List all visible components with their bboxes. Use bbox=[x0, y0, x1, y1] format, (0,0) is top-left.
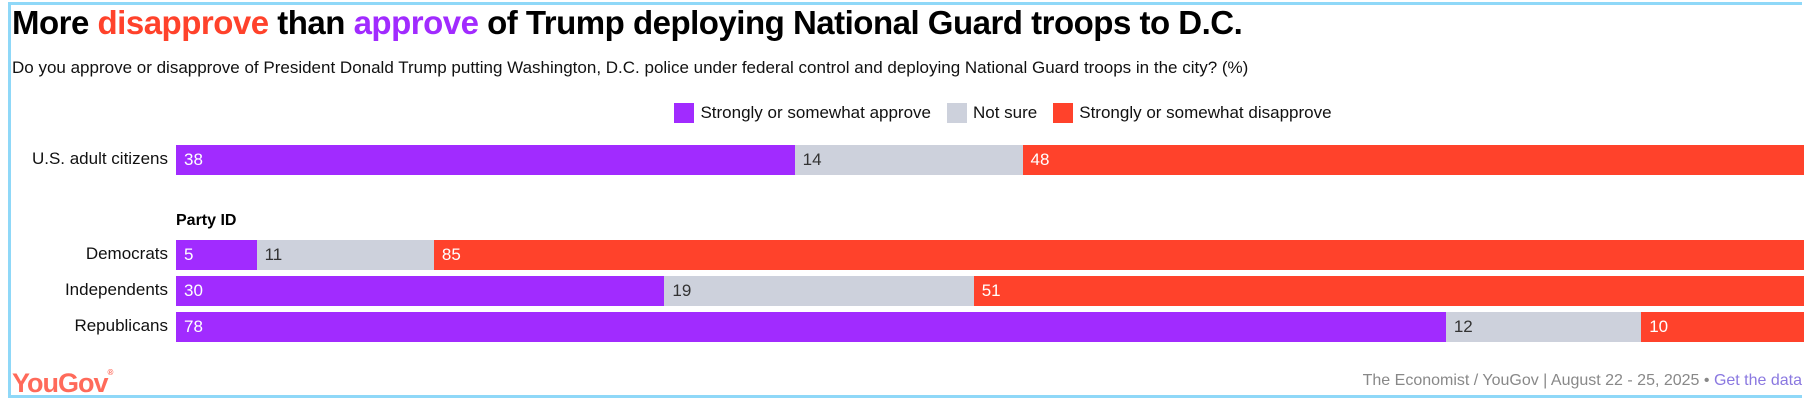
bar-row: 30 19 51 bbox=[176, 276, 1804, 306]
bar-segment-disapprove: 51 bbox=[973, 276, 1804, 306]
chart-frame bbox=[8, 2, 1802, 398]
data-label: 48 bbox=[1030, 150, 1050, 169]
bar-segment-disapprove: 85 bbox=[433, 240, 1804, 270]
legend-item-disapprove: Strongly or somewhat disapprove bbox=[1053, 103, 1332, 123]
data-label: 85 bbox=[441, 245, 461, 264]
bar-segment-approve: 5 bbox=[176, 240, 257, 270]
legend: Strongly or somewhat approve Not sure St… bbox=[0, 103, 1806, 123]
row-label-us-adults: U.S. adult citizens bbox=[31, 149, 168, 168]
bar-segment-not-sure: 11 bbox=[256, 240, 434, 270]
legend-item-approve: Strongly or somewhat approve bbox=[674, 103, 931, 123]
chart-subtitle: Do you approve or disapprove of Presiden… bbox=[12, 58, 1249, 77]
bar-segment-not-sure: 14 bbox=[794, 145, 1023, 175]
group-label-party-id: Party ID bbox=[176, 212, 237, 229]
get-the-data-link[interactable]: Get the data bbox=[1713, 372, 1802, 389]
row-label-democrats: Democrats bbox=[85, 244, 168, 263]
bar-segment-approve: 78 bbox=[176, 312, 1446, 342]
legend-swatch-approve bbox=[674, 103, 695, 123]
yougov-logo: YouGov® bbox=[12, 368, 113, 398]
legend-label: Not sure bbox=[973, 103, 1038, 122]
bar-segment-disapprove: 10 bbox=[1641, 312, 1804, 342]
data-label: 78 bbox=[184, 317, 203, 336]
footer-source: The Economist / YouGov | August 22 - 25,… bbox=[1363, 372, 1802, 390]
data-label: 12 bbox=[1453, 317, 1473, 336]
bar-segment-not-sure: 12 bbox=[1445, 312, 1642, 342]
source-text: The Economist / YouGov | August 22 - 25,… bbox=[1362, 372, 1714, 389]
data-label: 30 bbox=[184, 281, 203, 300]
data-label: 19 bbox=[672, 281, 692, 300]
chart-title: More disapprove than approve of Trump de… bbox=[12, 4, 1243, 41]
bar-segment-approve: 38 bbox=[176, 145, 795, 175]
data-label: 38 bbox=[184, 150, 203, 169]
bar-row: 5 11 85 bbox=[176, 240, 1804, 270]
legend-label: Strongly or somewhat approve bbox=[700, 103, 931, 122]
data-label: 10 bbox=[1649, 317, 1669, 336]
row-label-republicans: Republicans bbox=[74, 316, 168, 335]
legend-swatch-disapprove bbox=[1053, 103, 1074, 123]
data-label: 14 bbox=[802, 150, 822, 169]
data-label: 11 bbox=[264, 245, 283, 264]
bar-segment-not-sure: 19 bbox=[664, 276, 974, 306]
data-label: 51 bbox=[981, 281, 1001, 300]
data-label: 5 bbox=[184, 245, 194, 264]
bar-segment-approve: 30 bbox=[176, 276, 665, 306]
bar-row: 78 12 10 bbox=[176, 312, 1804, 342]
bar-row: 38 14 48 bbox=[176, 145, 1804, 175]
legend-swatch-not-sure bbox=[947, 103, 967, 123]
legend-label: Strongly or somewhat disapprove bbox=[1079, 103, 1332, 122]
legend-item-not-sure: Not sure bbox=[947, 103, 1037, 123]
row-label-independents: Independents bbox=[64, 280, 168, 299]
bar-segment-disapprove: 48 bbox=[1022, 145, 1804, 175]
